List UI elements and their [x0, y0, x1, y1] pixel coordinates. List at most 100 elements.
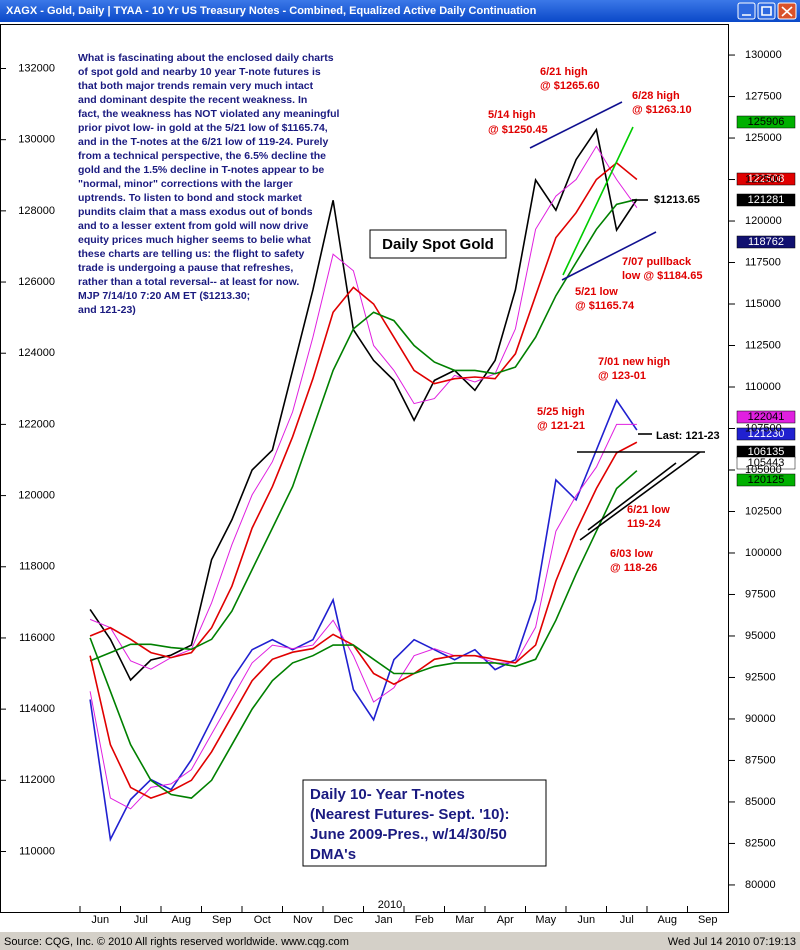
y2-tick-label: 97500 — [745, 588, 776, 600]
price-tag — [736, 473, 796, 487]
x-tick-label: Sep — [698, 914, 718, 926]
series-line — [89, 145, 638, 670]
x-tick-label: Jun — [91, 914, 109, 926]
y2-tick-label: 102500 — [745, 505, 782, 517]
annotation: @ $1165.74 — [575, 300, 635, 312]
commentary-line: uptrends. To listen to bond and stock ma… — [78, 192, 302, 204]
price-tag-label: 118762 — [748, 236, 784, 248]
trend-line — [561, 231, 657, 281]
commentary-line: and in the T-notes at the 6/21 low of 11… — [78, 136, 328, 148]
commentary-line: trade is undergoing a pause that refresh… — [78, 262, 293, 274]
price-tag — [736, 115, 796, 129]
commentary-line: pundits claim that a mass exodus out of … — [78, 206, 313, 218]
y2-tick-label: 100000 — [745, 547, 782, 559]
y-tick-label: 118000 — [19, 561, 55, 573]
series-line — [89, 441, 638, 799]
title-bar — [0, 0, 800, 22]
trend-line — [587, 462, 677, 531]
annotation: 6/28 high — [632, 90, 680, 102]
x-tick-label: Jul — [620, 914, 634, 926]
annotation: 7/07 pullback — [622, 256, 692, 268]
series-line — [89, 423, 637, 810]
commentary-line: "normal, minor" corrections with the lar… — [78, 178, 293, 190]
x-tick-label: Aug — [657, 914, 677, 926]
x-tick-label: Jul — [134, 914, 148, 926]
y2-tick-label: 105000 — [745, 464, 782, 476]
y2-tick-label: 107500 — [745, 422, 782, 434]
maximize-button[interactable] — [757, 2, 776, 20]
timestamp: Wed Jul 14 2010 07:19:13 — [668, 936, 796, 948]
y2-tick-label: 125000 — [745, 132, 782, 144]
y2-tick-label: 92500 — [745, 671, 776, 683]
y2-tick-label: 130000 — [745, 49, 782, 61]
trend-line — [562, 126, 634, 276]
annotation: Last: 121-23 — [656, 430, 720, 442]
x-tick-label: Sep — [212, 914, 232, 926]
annotation: 119-24 — [627, 518, 662, 530]
annotation: @ 123-01 — [598, 370, 646, 382]
annotation: @ $1263.10 — [632, 104, 692, 116]
annotation: 5/25 high — [537, 406, 585, 418]
commentary-line: fact, the weakness has NOT violated any … — [78, 108, 339, 120]
price-tag-label: 121230 — [748, 428, 785, 440]
tnote-label-line: June 2009-Pres., w/14/30/50 — [310, 826, 507, 843]
annotation: @ 118-26 — [610, 562, 657, 574]
y2-tick-label: 112500 — [745, 339, 781, 351]
y2-tick-label: 95000 — [745, 630, 776, 642]
annotation: 7/01 new high — [598, 356, 670, 368]
y2-tick-label: 127500 — [745, 90, 782, 102]
commentary-line: MJP 7/14/10 7:20 AM ET ($1213.30; — [78, 290, 250, 302]
status-bar — [0, 932, 800, 950]
price-tag-label: 125906 — [748, 116, 785, 128]
gold-label: Daily Spot Gold — [382, 236, 494, 253]
y2-tick-label: 80000 — [745, 879, 776, 891]
annotation: $1213.65 — [654, 194, 700, 206]
minimize-button[interactable] — [737, 2, 756, 20]
y-tick-label: 130000 — [18, 134, 55, 146]
plot-frame — [0, 24, 729, 913]
y-tick-label: 110000 — [19, 845, 55, 857]
annotation: 6/21 low — [627, 504, 670, 516]
price-tag-label: 121281 — [748, 194, 785, 206]
y-tick-label: 122000 — [18, 418, 55, 430]
annotation: @ 121-21 — [537, 420, 585, 432]
price-tag — [736, 235, 796, 249]
y2-tick-label: 82500 — [745, 837, 776, 849]
series-line — [89, 161, 638, 659]
series-line — [89, 470, 638, 799]
tnote-label-line: Daily 10- Year T-notes — [310, 786, 465, 803]
commentary-line: equity prices much higher seems to belie… — [78, 234, 311, 246]
x-tick-label: Jan — [375, 914, 393, 926]
price-tag — [736, 193, 796, 207]
series-line — [89, 398, 638, 843]
y2-tick-label: 110000 — [745, 381, 781, 393]
y-tick-label: 128000 — [18, 205, 55, 217]
y2-tick-label: 87500 — [745, 754, 776, 766]
tnote-label-line: DMA's — [310, 846, 356, 863]
y2-tick-label: 122500 — [745, 173, 782, 185]
commentary-line: What is fascinating about the enclosed d… — [78, 52, 334, 64]
commentary-line: gold and the 1.5% decline in T-notes app… — [78, 164, 324, 176]
x-tick-label: Dec — [333, 914, 353, 926]
commentary-line: prior pivot low- in gold at the 5/21 low… — [78, 122, 328, 134]
y2-tick-label: 117500 — [745, 256, 781, 268]
commentary-line: and dominant despite the recent weakness… — [78, 94, 307, 106]
commentary-line: these charts are telling us: the flight … — [78, 248, 305, 260]
commentary-line: of spot gold and nearby 10 year T-note f… — [78, 66, 321, 78]
commentary: What is fascinating about the enclosed d… — [78, 52, 339, 316]
y-tick-label: 124000 — [18, 347, 55, 359]
commentary-line: that both major trends remain very much … — [78, 80, 314, 92]
annotation: 5/14 high — [488, 109, 536, 121]
trend-lines — [529, 101, 705, 541]
x-tick-label: Apr — [497, 914, 514, 926]
y-tick-label: 116000 — [19, 632, 55, 644]
x-tick-label: Nov — [293, 914, 313, 926]
x-tick-label: Jun — [577, 914, 595, 926]
y-tick-label: 132000 — [18, 62, 55, 74]
price-tag — [736, 410, 796, 424]
annotation: 5/21 low — [575, 286, 618, 298]
commentary-line: and to a lesser extent from gold will no… — [78, 220, 309, 232]
year-label: 2010 — [378, 899, 402, 911]
price-tag-label: 106135 — [748, 446, 785, 458]
